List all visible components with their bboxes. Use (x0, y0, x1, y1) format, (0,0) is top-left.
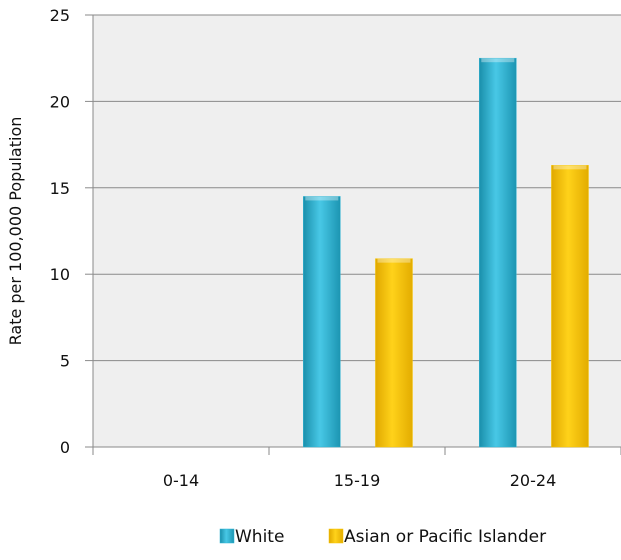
legend-label: Asian or Pacific Islander (344, 527, 546, 547)
bars (303, 57, 589, 448)
plot-area-background (93, 15, 621, 447)
bar-asian-pacific-islander (375, 258, 413, 448)
legend: White Asian or Pacific Islander (219, 527, 546, 547)
y-tick-label: 10 (50, 265, 70, 284)
x-tick-label: 15-19 (334, 471, 381, 490)
bar-white (303, 196, 341, 448)
y-tick-label: 0 (60, 438, 70, 457)
y-tick-label: 20 (50, 92, 70, 111)
bar-white (479, 57, 517, 448)
x-tick-label: 20-24 (510, 471, 557, 490)
bar-highlight (553, 165, 587, 170)
y-tick-label: 25 (50, 6, 70, 25)
x-tick-label: 0-14 (163, 471, 199, 490)
y-axis-title: Rate per 100,000 Population (6, 117, 25, 346)
gridlines (93, 14, 621, 362)
y-tick-label: 5 (60, 352, 70, 371)
legend-swatch (219, 528, 235, 544)
y-tick-label: 15 (50, 179, 70, 198)
bar-highlight (377, 258, 411, 263)
bar-asian-pacific-islander (551, 165, 589, 448)
legend-swatch (328, 528, 344, 544)
bar-highlight (481, 58, 515, 63)
bar-highlight (305, 196, 339, 201)
tick-labels: 0 5 10 15 20 25 0-14 15-19 20-24 (50, 6, 557, 490)
axes (85, 14, 621, 455)
legend-label: White (235, 527, 284, 547)
